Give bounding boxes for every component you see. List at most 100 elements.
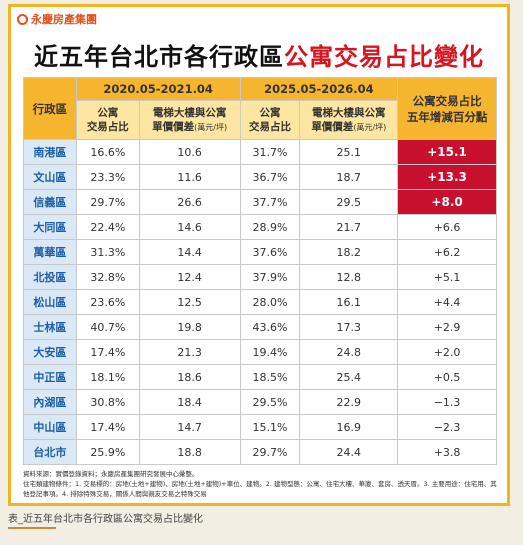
value-cell: 22.4% [75, 214, 140, 240]
header-change: 公寓交易占比 五年增減百分點 [397, 77, 497, 140]
title-highlight: 公寓交易占比變化 [284, 43, 484, 71]
table-body: 南港區 16.6% 10.6 31.7% 25.1 +15.1 文山區 23.3% 11.6 36… [23, 139, 497, 465]
value-cell: 29.7% [75, 189, 140, 215]
note: 住宅類建物條件：1. 交易標的：房地(土地+建物)、房地(土地+建物)+車位、建… [23, 480, 497, 498]
value-cell: 18.2 [299, 239, 399, 265]
value-cell: 23.3% [75, 164, 140, 190]
table-row: 大安區 17.4% 21.3 19.4% 24.8 +2.0 [23, 339, 497, 365]
value-cell: 12.4 [138, 264, 241, 290]
caption: 表_近五年台北市各行政區公寓交易占比變化 [8, 514, 203, 525]
value-cell: 31.7% [239, 139, 301, 165]
district-cell: 中正區 [23, 364, 77, 390]
infographic: 永慶房產集團 近五年台北市各行政區公寓交易占比變化 行政區 2020.05-20… [8, 4, 510, 506]
value-cell: 22.9 [299, 389, 399, 415]
value-cell: 19.4% [239, 339, 301, 365]
header-share: 公寓 交易占比 [239, 100, 301, 140]
value-cell: 21.3 [138, 339, 241, 365]
value-cell: 25.1 [299, 139, 399, 165]
district-cell: 南港區 [23, 139, 77, 165]
value-cell: 24.8 [299, 339, 399, 365]
value-cell: 43.6% [239, 314, 301, 340]
table-row: 內湖區 30.8% 18.4 29.5% 22.9 −1.3 [23, 389, 497, 415]
value-cell: 17.4% [75, 339, 140, 365]
table-row: 北投區 32.8% 12.4 37.9% 12.8 +5.1 [23, 264, 497, 290]
table-row: 台北市 25.9% 18.8 29.7% 24.4 +3.8 [23, 439, 497, 465]
value-cell: 17.4% [75, 414, 140, 440]
value-cell: +15.1 [397, 139, 497, 165]
value-cell: 18.4 [138, 389, 241, 415]
value-cell: +6.6 [397, 214, 497, 240]
header-share: 公寓 交易占比 [75, 100, 140, 140]
header-gap: 電梯大樓與公寓 單價價差(萬元/坪) [299, 100, 399, 140]
district-cell: 大安區 [23, 339, 77, 365]
value-cell: 14.6 [138, 214, 241, 240]
header-line: 電梯大樓與公寓 [152, 106, 227, 119]
value-cell: 21.7 [299, 214, 399, 240]
value-cell: 37.9% [239, 264, 301, 290]
header-line: 交易占比 [248, 121, 291, 133]
value-cell: 29.5 [299, 189, 399, 215]
district-cell: 萬華區 [23, 239, 77, 265]
value-cell: 18.1% [75, 364, 140, 390]
value-cell: 14.4 [138, 239, 241, 265]
value-cell: 25.9% [75, 439, 140, 465]
table-row: 中正區 18.1% 18.6 18.5% 25.4 +0.5 [23, 364, 497, 390]
value-cell: +2.9 [397, 314, 497, 340]
value-cell: 14.7 [138, 414, 241, 440]
header-unit: (萬元/坪) [194, 122, 228, 132]
value-cell: −1.3 [397, 389, 497, 415]
value-cell: 28.9% [239, 214, 301, 240]
data-table: 行政區 2020.05-2021.04 2025.05-2026.04 公寓交易… [23, 77, 497, 465]
value-cell: +4.4 [397, 289, 497, 315]
district-cell: 信義區 [23, 189, 77, 215]
value-cell: −2.3 [397, 414, 497, 440]
header-line: 五年增減百分點 [406, 109, 488, 124]
table-row: 中山區 17.4% 14.7 15.1% 16.9 −2.3 [23, 414, 497, 440]
value-cell: 12.5 [138, 289, 241, 315]
value-cell: 15.1% [239, 414, 301, 440]
header-line: 單價價差 [152, 120, 195, 133]
header-district: 行政區 [23, 77, 77, 140]
table-row: 大同區 22.4% 14.6 28.9% 21.7 +6.6 [23, 214, 497, 240]
header-line: 交易占比 [86, 121, 129, 133]
caption-underline [8, 527, 56, 529]
value-cell: 32.8% [75, 264, 140, 290]
value-cell: 37.6% [239, 239, 301, 265]
note: 資料來源：實價登錄資料；永慶房產集團研究發展中心彙整。 [23, 470, 199, 478]
value-cell: 31.3% [75, 239, 140, 265]
value-cell: 16.6% [75, 139, 140, 165]
value-cell: 16.9 [299, 414, 399, 440]
district-cell: 中山區 [23, 414, 77, 440]
value-cell: 18.7 [299, 164, 399, 190]
district-cell: 松山區 [23, 289, 77, 315]
value-cell: 18.8 [138, 439, 241, 465]
value-cell: 11.6 [138, 164, 241, 190]
logo-icon [17, 13, 28, 25]
header-line: 公寓 [97, 107, 119, 119]
value-cell: 28.0% [239, 289, 301, 315]
value-cell: 37.7% [239, 189, 301, 215]
value-cell: 18.6 [138, 364, 241, 390]
header-gap: 電梯大樓與公寓 單價價差(萬元/坪) [138, 100, 241, 140]
value-cell: +0.5 [397, 364, 497, 390]
header-period: 2020.05-2021.04 [75, 77, 241, 101]
district-cell: 大同區 [23, 214, 77, 240]
header-unit: (萬元/坪) [353, 122, 387, 132]
value-cell: +5.1 [397, 264, 497, 290]
value-cell: 29.5% [239, 389, 301, 415]
header-line: 公寓交易占比 [412, 93, 482, 108]
value-cell: +2.0 [397, 339, 497, 365]
table-row: 信義區 29.7% 26.6 37.7% 29.5 +8.0 [23, 189, 497, 215]
header-line: 電梯大樓與公寓 [312, 106, 386, 119]
value-cell: 25.4 [299, 364, 399, 390]
value-cell: 16.1 [299, 289, 399, 315]
value-cell: 29.7% [239, 439, 301, 465]
logo-text: 永慶房產集團 [31, 13, 97, 26]
district-cell: 士林區 [23, 314, 77, 340]
header-period: 2025.05-2026.04 [239, 77, 399, 101]
value-cell: 19.8 [138, 314, 241, 340]
logo: 永慶房產集團 [17, 11, 97, 27]
value-cell: 24.4 [299, 439, 399, 465]
header-line: 單價價差 [311, 120, 354, 133]
